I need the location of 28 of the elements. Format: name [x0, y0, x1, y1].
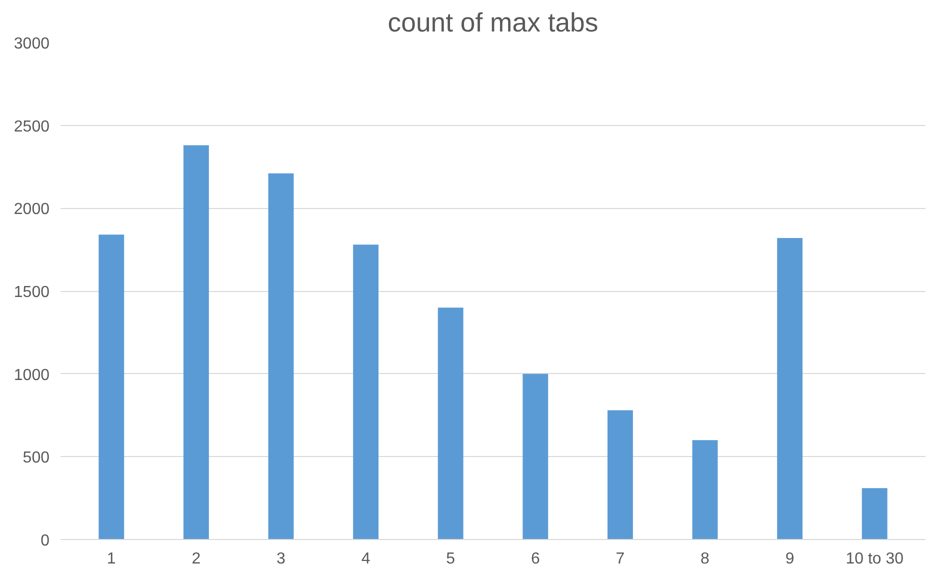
x-tick-label: 9 — [785, 550, 794, 568]
bar — [438, 308, 464, 540]
x-tick-label: 3 — [276, 550, 286, 568]
x-tick-label: 7 — [616, 550, 625, 568]
bar — [777, 238, 803, 540]
bar — [98, 234, 124, 540]
x-tick-label: 6 — [530, 550, 540, 568]
y-tick-label: 3000 — [14, 36, 50, 52]
y-tick-label: 500 — [22, 450, 50, 467]
y-tick-label: 2500 — [14, 118, 50, 136]
x-tick-label: 1 — [106, 550, 116, 568]
bar — [607, 410, 633, 540]
x-tick-label: 4 — [361, 550, 370, 568]
x-tick-label: 8 — [700, 550, 710, 568]
bar — [522, 374, 548, 540]
y-tick-label: 1000 — [14, 366, 50, 384]
y-tick-label: 0 — [40, 532, 50, 550]
x-tick-label: 2 — [192, 550, 201, 568]
x-tick-label: 10 to 30 — [846, 550, 904, 568]
x-tick-label: 5 — [446, 550, 456, 568]
chart-title: count of max tabs — [388, 8, 598, 38]
bar — [268, 173, 294, 540]
bar — [353, 244, 379, 540]
bar — [183, 145, 209, 540]
bar — [692, 440, 718, 540]
bar — [862, 488, 888, 540]
y-tick-label: 1500 — [14, 284, 50, 301]
y-tick-label: 2000 — [14, 201, 50, 218]
